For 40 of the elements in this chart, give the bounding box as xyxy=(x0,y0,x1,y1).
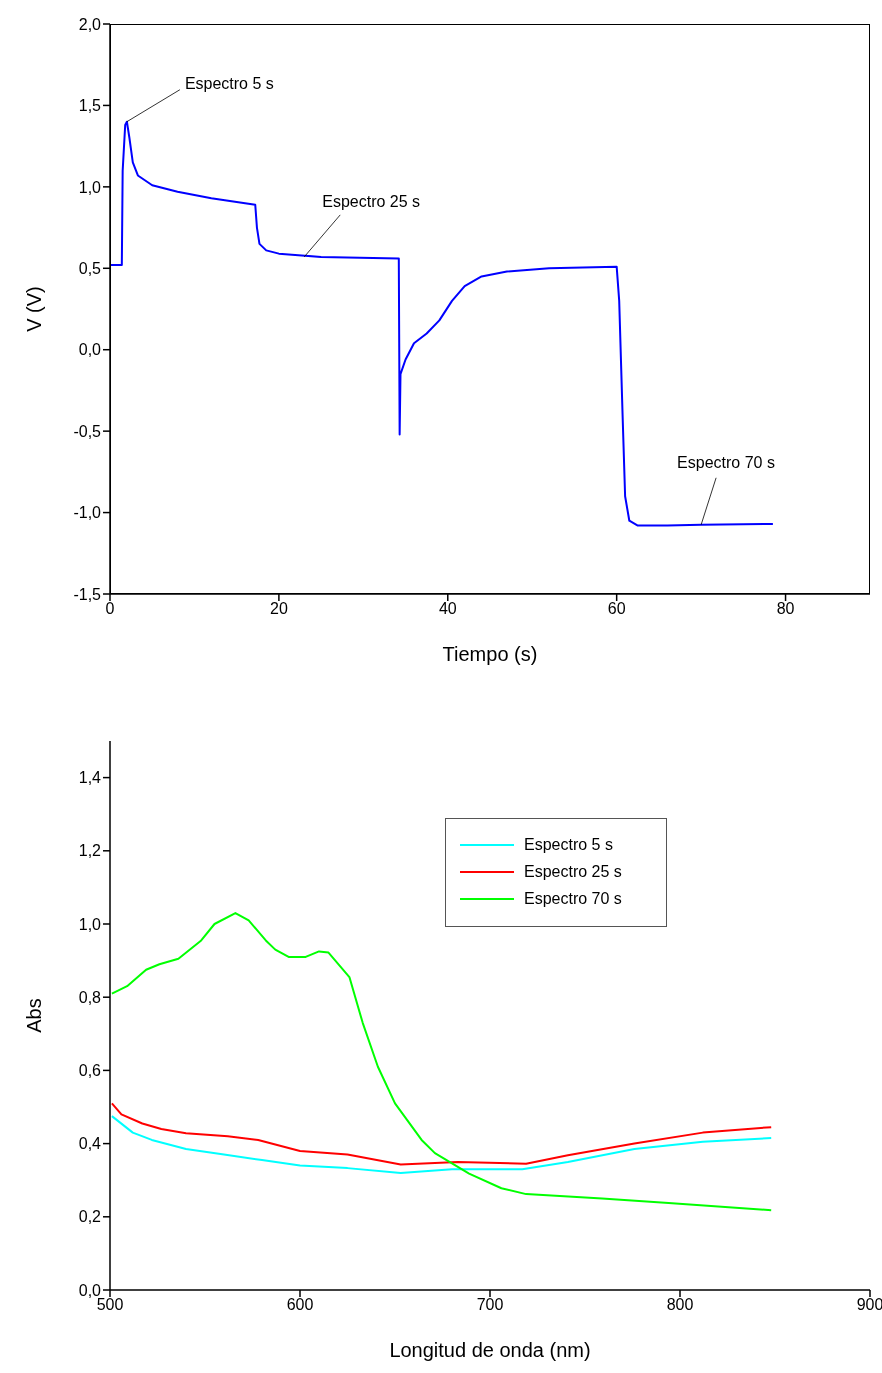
y-tick-label: 1,0 xyxy=(78,178,102,196)
y-tick-label: -0,5 xyxy=(73,422,102,440)
y-tick-label: 0,0 xyxy=(78,341,102,359)
annotation: Espectro 70 s xyxy=(677,453,775,471)
legend-label: Espectro 5 s xyxy=(524,835,613,855)
x-tick-label: 80 xyxy=(776,600,795,618)
y-tick-label: 1,0 xyxy=(78,915,102,933)
y-tick-label: 0,0 xyxy=(78,1281,102,1299)
y-tick-label: 0,2 xyxy=(78,1208,102,1226)
y-tick-label: 0,8 xyxy=(78,988,102,1006)
x-tick-label: 20 xyxy=(269,600,288,618)
y-tick-label: 1,4 xyxy=(78,769,102,787)
x-tick-label: 800 xyxy=(666,1296,694,1314)
legend-label: Espectro 70 s xyxy=(524,889,622,909)
y-tick-label: 0,4 xyxy=(78,1135,102,1153)
annotation: Espectro 5 s xyxy=(184,74,274,92)
x-tick-label: 60 xyxy=(607,600,626,618)
x-axis-title: Tiempo (s) xyxy=(442,643,538,665)
x-tick-label: 0 xyxy=(105,600,115,618)
y-tick-label: -1,5 xyxy=(73,585,102,603)
line-series xyxy=(110,912,773,1212)
x-tick-label: 500 xyxy=(96,1296,124,1314)
x-tick-label: 700 xyxy=(476,1296,504,1314)
x-tick-label: 900 xyxy=(856,1296,882,1314)
line-series xyxy=(110,1115,773,1174)
line-series xyxy=(110,120,774,527)
y-tick-label: -1,0 xyxy=(73,504,102,522)
x-axis-title: Longitud de onda (nm) xyxy=(389,1339,591,1361)
legend-label: Espectro 25 s xyxy=(524,862,622,882)
y-tick-label: 0,5 xyxy=(78,259,102,277)
y-tick-label: 1,5 xyxy=(78,97,102,115)
y-axis-title: V (V) xyxy=(23,286,46,332)
y-tick-label: 1,2 xyxy=(78,842,102,860)
y-tick-label: 0,6 xyxy=(78,1062,102,1080)
line-series xyxy=(110,1102,773,1166)
y-axis-title: Abs xyxy=(23,998,46,1033)
x-tick-label: 40 xyxy=(438,600,457,618)
x-tick-label: 600 xyxy=(286,1296,314,1314)
y-tick-label: 2,0 xyxy=(78,15,102,33)
annotation: Espectro 25 s xyxy=(322,192,421,210)
